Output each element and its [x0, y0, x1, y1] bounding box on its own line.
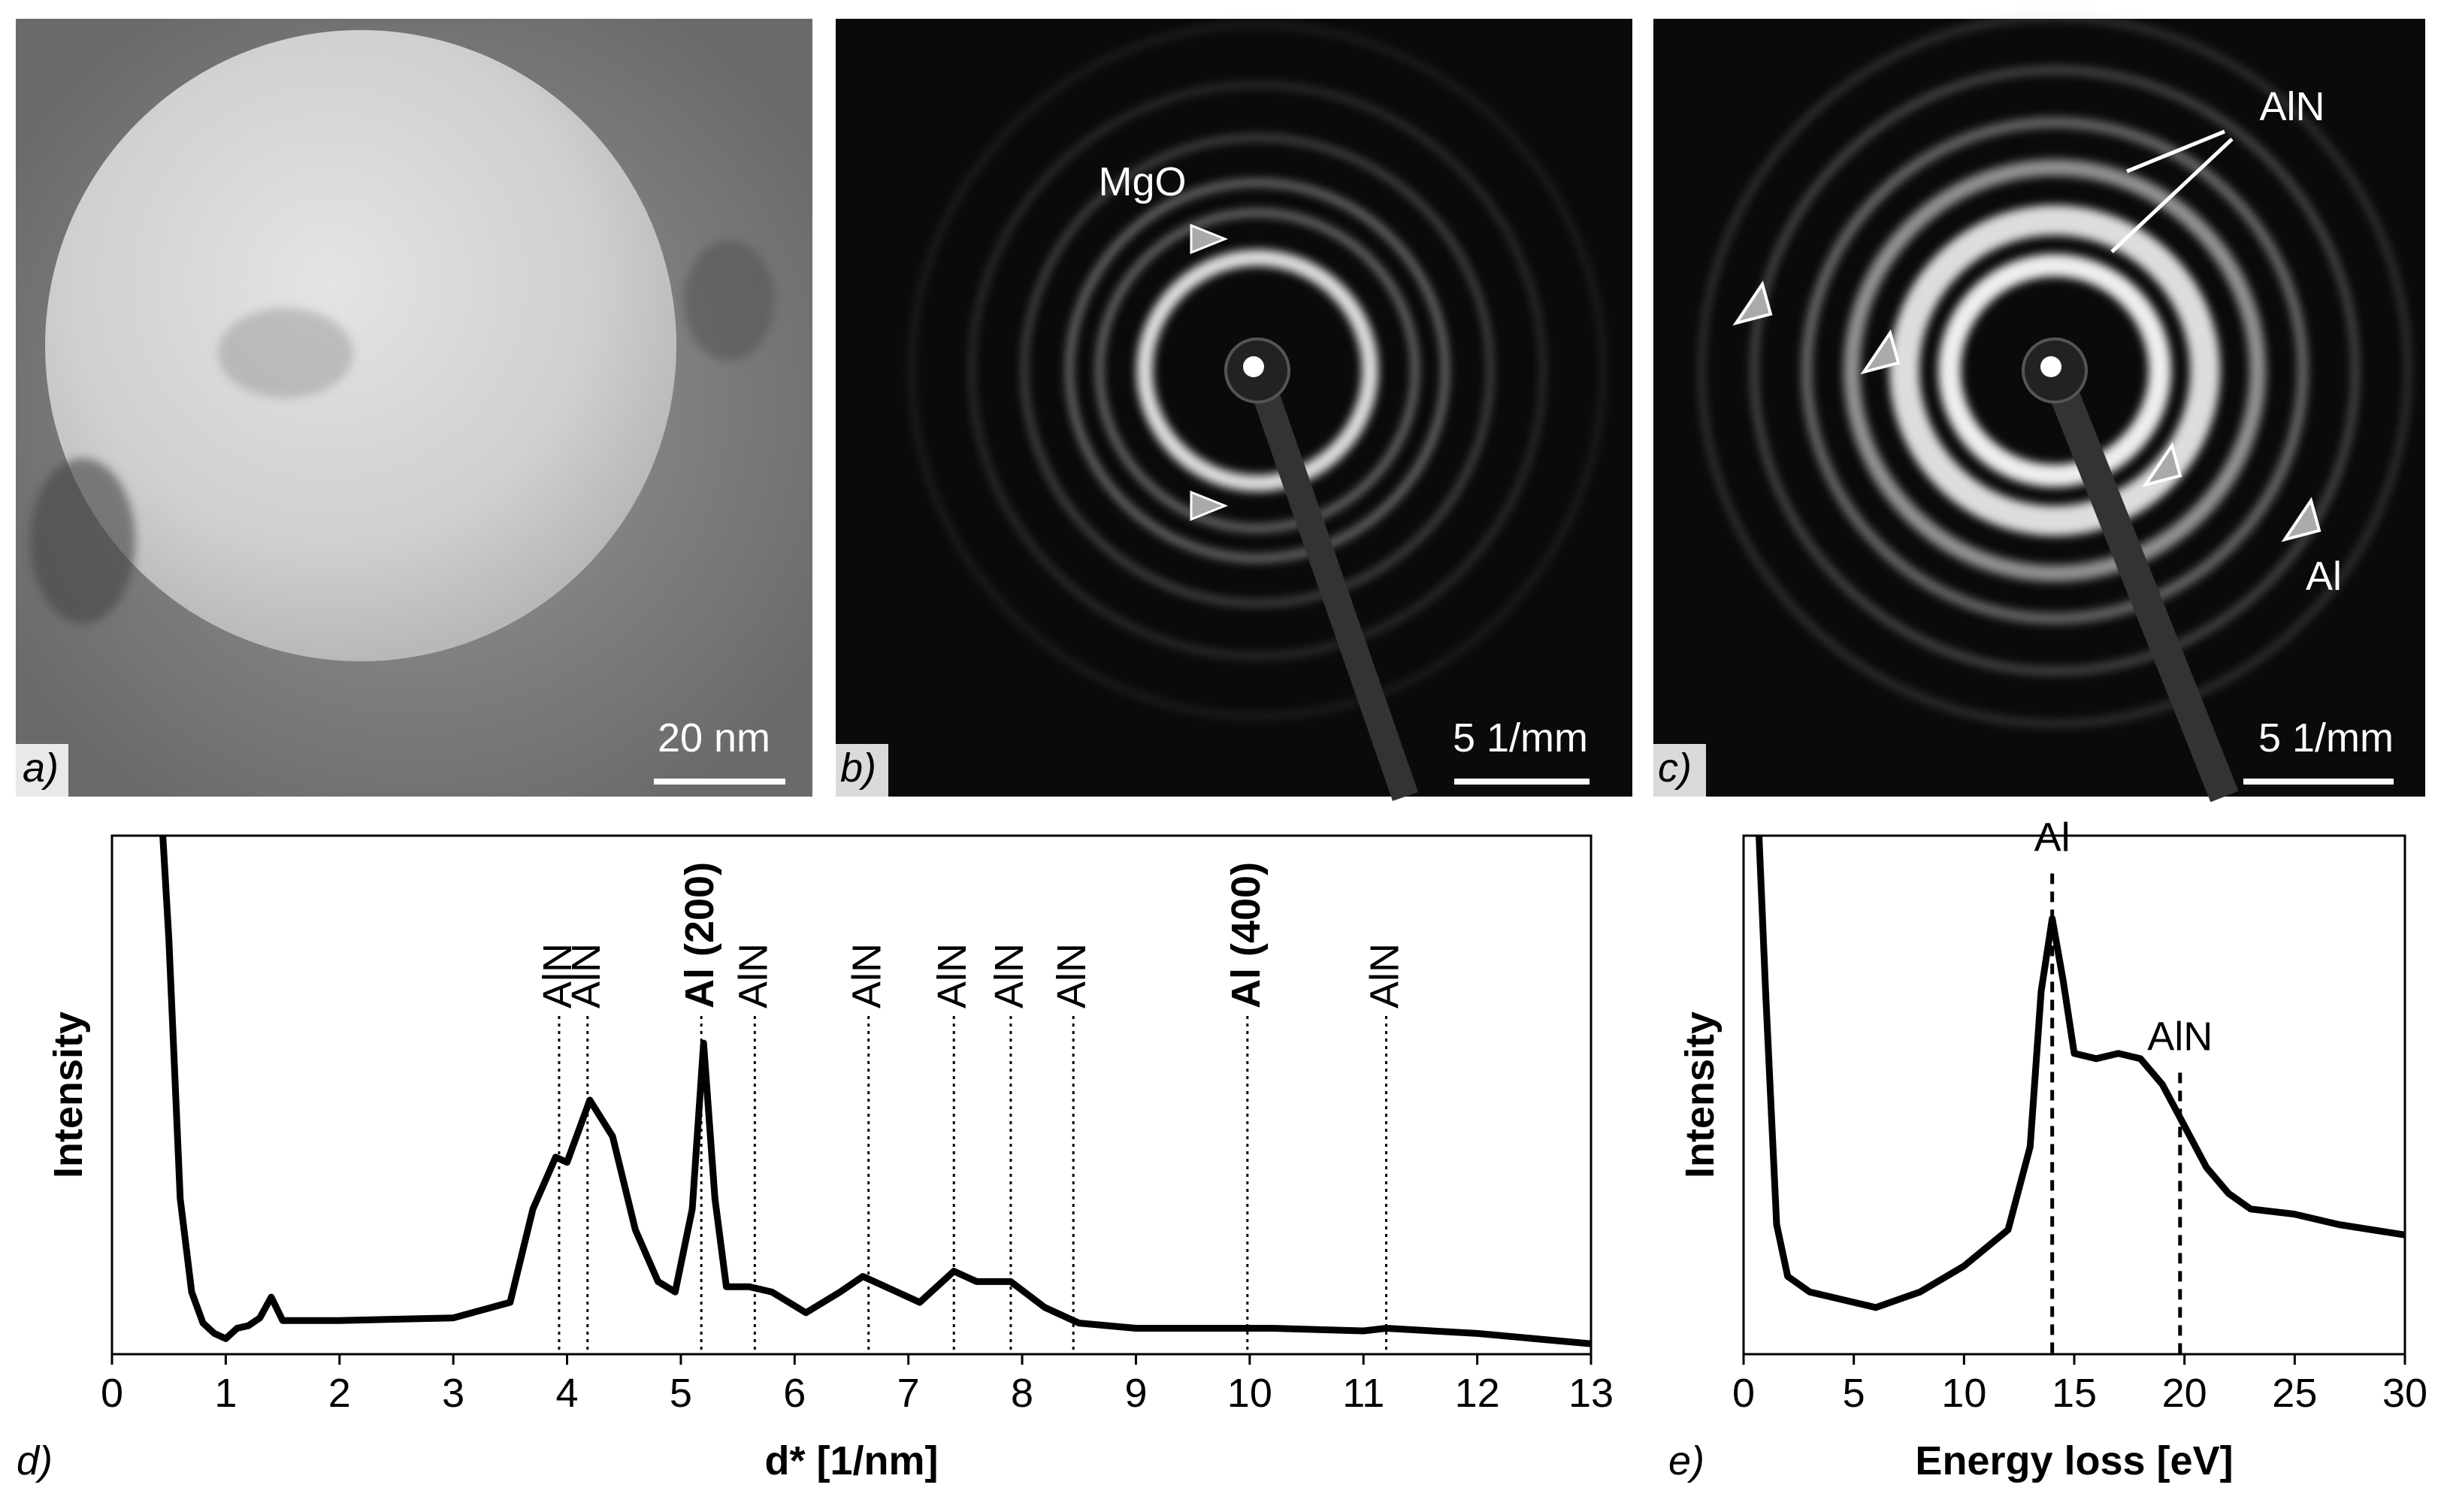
annotation: MgO	[1098, 159, 1186, 204]
marker-label: AlN	[535, 943, 580, 1009]
marker-label: AlN	[930, 943, 975, 1009]
panel-b: b) MgO 5 1/mm	[836, 19, 1632, 801]
marker-label: Al (200)	[677, 862, 722, 1009]
x-tick-label: 9	[1124, 1371, 1147, 1416]
x-tick-label: 4	[556, 1371, 579, 1416]
x-tick-label: 10	[1227, 1371, 1272, 1416]
x-tick-label: 1	[214, 1371, 237, 1416]
scale-bar-label: 5 1/mm	[2258, 715, 2394, 761]
marker-label: AlN	[987, 943, 1032, 1009]
x-tick-label: 2	[328, 1371, 351, 1416]
x-tick-label: 8	[1011, 1371, 1033, 1416]
y-axis-title: Intensity	[1677, 1012, 1723, 1178]
marker-label: AlN	[730, 943, 776, 1009]
x-axis-title: d* [1/nm]	[764, 1438, 938, 1483]
marker-label: AlN	[564, 943, 609, 1009]
x-tick-label: 20	[2162, 1371, 2207, 1416]
marker-label: AlN	[1363, 943, 1408, 1009]
panel-label: b)	[840, 745, 876, 791]
x-tick-label: 5	[1843, 1371, 1865, 1416]
x-tick-label: 10	[1941, 1371, 1986, 1416]
panel-label: e)	[1668, 1438, 1704, 1483]
data-line	[1756, 836, 2405, 1311]
x-tick-label: 3	[442, 1371, 464, 1416]
x-tick-label: 6	[783, 1371, 806, 1416]
panel-c: c) AlN Al 5 1/mm	[1653, 14, 2425, 803]
x-tick-label: 7	[897, 1371, 920, 1416]
x-axis-title: Energy loss [eV]	[1915, 1438, 2233, 1483]
data-line	[159, 836, 1591, 1347]
annotation: Al	[2306, 554, 2342, 599]
x-tick-label: 15	[2052, 1371, 2097, 1416]
scale-bar-label: 20 nm	[658, 715, 770, 761]
x-tick-label: 11	[1342, 1371, 1384, 1416]
marker-label: AlN	[1049, 943, 1094, 1009]
x-tick-label: 5	[670, 1371, 692, 1416]
scale-bar-label: 5 1/mm	[1453, 715, 1588, 761]
marker-label: Al (400)	[1224, 862, 1269, 1009]
panel-label: a)	[23, 745, 59, 791]
x-tick-label: 30	[2382, 1371, 2427, 1416]
x-tick-label: 0	[101, 1371, 123, 1416]
plot-frame	[110, 834, 1593, 1356]
x-tick-label: 13	[1568, 1371, 1614, 1416]
y-axis-title: Intensity	[46, 1012, 91, 1178]
marker-label: Al	[2034, 815, 2070, 860]
panel-label: d)	[17, 1438, 53, 1483]
panel-label: c)	[1658, 745, 1692, 791]
annotation: AlN	[2259, 84, 2325, 129]
x-tick-label: 25	[2272, 1371, 2317, 1416]
marker-label: AlN	[845, 943, 890, 1009]
x-tick-label: 0	[1732, 1371, 1755, 1416]
x-tick-label: 12	[1455, 1371, 1500, 1416]
plot-frame	[1742, 834, 2406, 1356]
marker-label: AlN	[2147, 1014, 2213, 1059]
panel-a: a) 20 nm	[16, 19, 812, 797]
